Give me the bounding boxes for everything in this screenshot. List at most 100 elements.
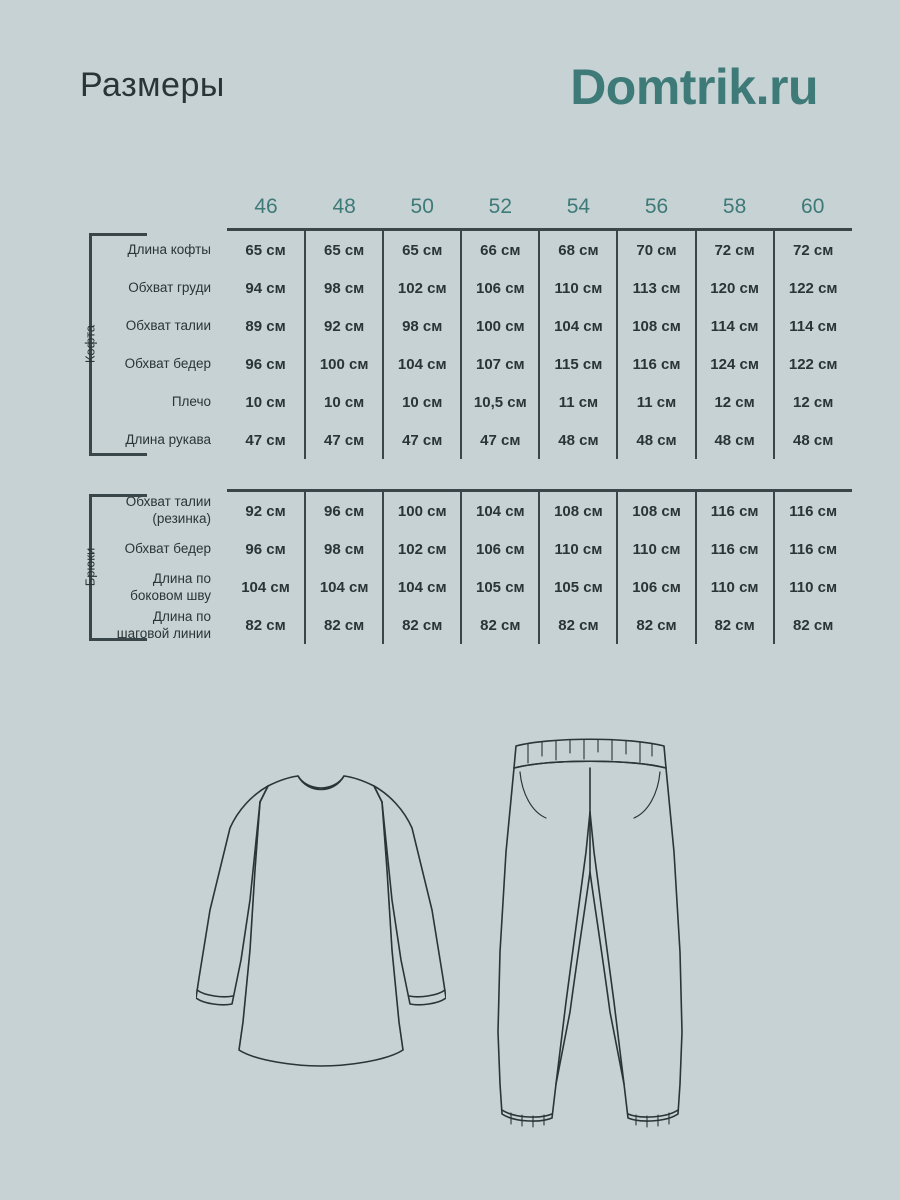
row-label: Длина по боковом шву [112, 568, 227, 606]
table-row: Обхват бедер 96 см 100 см 104 см 107 см 115 с… [80, 345, 852, 383]
row-label-line2: боковом шву [130, 588, 211, 603]
measurement-cell: 66 см [460, 228, 540, 269]
measurement-cell: 110 см [772, 568, 852, 606]
pants-garment-illustration [480, 732, 700, 1142]
measurement-cell: 82 см [382, 606, 462, 644]
table-row: Обхват груди 94 см 98 см 102 см 106 см 110 см… [80, 269, 852, 307]
row-label-line1: Обхват талии [125, 493, 211, 509]
measurement-cell: 11 см [538, 383, 618, 421]
header-spacer [80, 186, 227, 230]
measurement-cell: 98 см [304, 269, 384, 307]
group-axis-label: Кофта [82, 325, 98, 364]
measurement-cell: 47 см [382, 421, 462, 459]
measurement-cell: 104 см [382, 568, 462, 606]
group-axis-top: Кофта [80, 230, 147, 460]
row-label-line1: Обхват бедер [124, 356, 211, 372]
measurement-cell: 105 см [460, 568, 540, 606]
measurement-cell: 92 см [304, 307, 384, 345]
size-column-header: 52 [488, 195, 512, 218]
measurement-cell: 102 см [382, 530, 462, 568]
measurement-cell: 48 см [694, 421, 774, 459]
measurement-cell: 105 см [538, 568, 618, 606]
table-row: Обхват бедер 96 см 98 см 102 см 106 см 110 см… [80, 530, 852, 568]
measurement-cell: 72 см [694, 228, 774, 269]
table-row: Длина по боковом шву 104 см 104 см 104 см 105… [80, 568, 852, 606]
measurement-cell: 102 см [382, 269, 462, 307]
measurement-cell: 96 см [304, 489, 384, 530]
measurement-cell: 65 см [304, 228, 384, 269]
measurement-cell: 122 см [772, 269, 852, 307]
measurement-cell: 47 см [245, 431, 286, 449]
measurement-cell: 104 см [382, 345, 462, 383]
measurement-cell: 96 см [245, 355, 286, 373]
brand-logo: Domtrik.ru [570, 59, 818, 115]
row-label-line1: Длина рукава [125, 432, 211, 448]
measurement-cell: 82 см [304, 606, 384, 644]
measurement-cell: 122 см [772, 345, 852, 383]
row-label-line1: Длина по [152, 608, 211, 624]
measurement-cell: 96 см [245, 540, 286, 558]
measurement-cell: 72 см [772, 228, 852, 269]
top-garment-illustration [196, 750, 446, 1080]
measurement-cell: 106 см [460, 530, 540, 568]
measurement-cell: 10 см [304, 383, 384, 421]
measurement-cell: 114 см [772, 307, 852, 345]
measurement-cell: 100 см [460, 307, 540, 345]
row-label: Длина рукава [112, 421, 227, 459]
row-label: Плечо [112, 383, 227, 421]
measurement-cell: 48 см [538, 421, 618, 459]
measurement-cell: 116 см [772, 489, 852, 530]
measurement-cell: 82 см [694, 606, 774, 644]
row-label: Обхват груди [112, 269, 227, 307]
table-row: Брюки Обхват талии (резинка) 92 см 96 см 100 … [80, 489, 852, 641]
measurement-cell: 104 см [241, 578, 290, 596]
row-label: Обхват бедер [112, 345, 227, 383]
measurement-cell: 92 см [227, 489, 306, 530]
table-row: Длина рукава 47 см 47 см 47 см 47 см 48 см 48 … [80, 421, 852, 459]
measurement-cell: 82 см [772, 606, 852, 644]
size-column-header: 46 [254, 195, 278, 218]
measurement-cell: 10 см [382, 383, 462, 421]
measurement-cell: 114 см [694, 307, 774, 345]
measurement-cell: 124 см [694, 345, 774, 383]
row-label-line1: Длина кофты [127, 241, 211, 257]
table-row: Кофта Длина кофты 65 см 65 см 65 см 66 см 68 с… [80, 228, 852, 456]
size-table: 46 48 50 52 54 56 58 60 Кофта Длина кофты 65 см 65 … [80, 186, 852, 644]
row-label-line2: шаговой линии [116, 626, 211, 641]
measurement-cell: 106 см [616, 568, 696, 606]
group-bracket [80, 230, 147, 460]
size-column-header: 58 [722, 195, 747, 218]
group-bracket [80, 491, 147, 645]
measurement-cell: 104 см [304, 568, 384, 606]
measurement-cell: 70 см [616, 228, 696, 269]
measurement-cell: 110 см [538, 269, 618, 307]
measurement-cell: 108 см [538, 489, 618, 530]
group-separator [80, 459, 852, 491]
row-label: Обхват бедер [112, 530, 227, 568]
garment-illustrations [0, 726, 900, 1166]
measurement-cell: 10,5 см [460, 383, 540, 421]
measurement-cell: 100 см [382, 489, 462, 530]
measurement-cell: 108 см [616, 489, 696, 530]
measurement-cell: 48 см [616, 421, 696, 459]
measurement-cell: 82 см [616, 606, 696, 644]
table-row: Плечо 10 см 10 см 10 см 10,5 см 11 см 11 см 12 … [80, 383, 852, 421]
row-label: Длина по шаговой линии [112, 606, 227, 644]
measurement-cell: 108 см [616, 307, 696, 345]
row-label-line1: Обхват груди [128, 280, 211, 296]
measurement-cell: 104 см [538, 307, 618, 345]
measurement-cell: 10 см [245, 393, 286, 411]
measurement-cell: 104 см [460, 489, 540, 530]
measurement-cell: 120 см [694, 269, 774, 307]
size-header-row: 46 48 50 52 54 56 58 60 [80, 186, 852, 230]
measurement-cell: 98 см [304, 530, 384, 568]
size-column-header: 50 [410, 195, 434, 218]
measurement-cell: 113 см [616, 269, 696, 307]
group-axis-pants: Брюки [80, 491, 147, 645]
table-row: Длина по шаговой линии 82 см 82 см 82 см 82 с… [80, 606, 852, 644]
measurement-cell: 47 см [304, 421, 384, 459]
measurement-cell: 68 см [538, 228, 618, 269]
measurement-cell: 47 см [460, 421, 540, 459]
size-column-header: 54 [566, 195, 591, 218]
measurement-cell: 110 см [616, 530, 696, 568]
